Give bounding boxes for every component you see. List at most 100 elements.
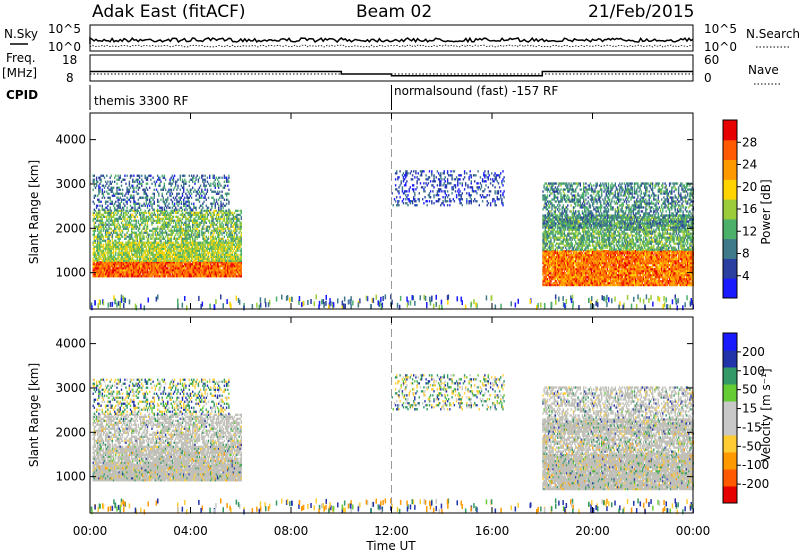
power-cell: [117, 192, 119, 195]
power-cell: [203, 255, 205, 258]
power-cell: [147, 235, 150, 238]
power-cell: [556, 262, 559, 265]
power-cell: [102, 215, 105, 218]
power-cell: [554, 264, 557, 267]
power-cell: [163, 251, 166, 254]
power-cell: [235, 245, 237, 248]
power-cell: [103, 265, 106, 268]
power-cell: [151, 251, 153, 254]
power-cell: [187, 219, 189, 222]
power-cell: [138, 239, 141, 242]
power-cell: [106, 227, 108, 230]
power-cell: [155, 249, 158, 252]
power-cell: [173, 247, 176, 250]
power-cell: [427, 176, 430, 179]
power-cell: [117, 271, 119, 274]
power-cell: [109, 269, 111, 272]
power-cell: [93, 265, 95, 268]
power-cell: [399, 196, 401, 199]
power-cell: [235, 227, 237, 230]
power-cell: [188, 271, 190, 274]
power-cell: [118, 186, 120, 189]
power-cell: [98, 259, 100, 262]
power-cell: [128, 271, 131, 274]
power-cell: [99, 241, 101, 244]
power-cell: [102, 255, 105, 258]
power-cell: [454, 190, 457, 193]
power-cell: [138, 269, 141, 272]
power-cell: [112, 249, 115, 252]
power-cell: [112, 241, 115, 244]
power-cell: [545, 282, 547, 285]
power-cell: [194, 243, 196, 246]
power-cell: [93, 261, 95, 264]
power-cell: [101, 184, 103, 187]
power-cell: [147, 273, 150, 276]
power-cell: [498, 186, 501, 189]
power-cell: [149, 211, 151, 214]
power-cell: [215, 251, 218, 254]
power-cell: [481, 178, 484, 181]
power-cell: [163, 208, 166, 211]
power-cell: [218, 213, 220, 216]
power-cell: [115, 229, 117, 232]
power-cell: [161, 233, 163, 236]
power-cell: [222, 249, 224, 252]
power-cell: [153, 202, 155, 205]
power-cell: [141, 204, 143, 207]
power-cell: [210, 233, 212, 236]
power-cell: [543, 276, 545, 279]
power-cell: [115, 239, 117, 242]
power-cell: [547, 280, 550, 283]
power-cell: [152, 249, 154, 252]
power-cell: [137, 273, 140, 276]
power-cell: [199, 259, 202, 262]
power-cell: [149, 174, 151, 177]
power-cell: [176, 265, 178, 268]
power-cell: [237, 275, 239, 278]
power-cell: [147, 261, 150, 264]
power-cell: [93, 221, 95, 224]
power-cell: [186, 217, 188, 220]
power-cell: [100, 251, 102, 254]
power-cell: [463, 172, 466, 175]
power-cell: [188, 206, 190, 209]
power-cell: [546, 282, 549, 285]
power-cell: [546, 274, 549, 277]
power-cell: [117, 273, 119, 276]
power-cell: [141, 237, 143, 240]
power-cell: [100, 229, 102, 232]
power-cell: [143, 211, 145, 214]
power-cell: [206, 275, 209, 278]
power-cell: [97, 225, 99, 228]
power-cell: [494, 172, 496, 175]
power-cell: [128, 263, 131, 266]
power-cell: [201, 255, 203, 258]
power-cell: [131, 263, 133, 266]
power-cell: [144, 251, 146, 254]
power-cell: [140, 239, 142, 242]
power-cell: [190, 269, 193, 272]
power-cell: [157, 204, 159, 207]
power-cell: [552, 264, 554, 267]
power-cell: [209, 259, 211, 262]
power-cell: [166, 215, 168, 218]
power-cell: [159, 257, 161, 260]
power-cell: [169, 188, 171, 191]
power-cell: [229, 265, 231, 268]
power-cell: [115, 267, 117, 270]
power-cell: [210, 247, 212, 250]
power-cell: [150, 249, 152, 252]
power-cell: [154, 213, 157, 216]
power-cell: [107, 239, 109, 242]
power-cell: [235, 239, 237, 242]
power-cell: [204, 249, 206, 252]
power-cell: [167, 253, 169, 256]
power-cell: [204, 239, 206, 242]
power-cell: [153, 180, 155, 183]
power-cell: [211, 223, 213, 226]
power-cell: [480, 186, 483, 189]
power-cell: [181, 249, 184, 252]
power-cell: [560, 264, 562, 267]
power-cell: [194, 188, 196, 191]
